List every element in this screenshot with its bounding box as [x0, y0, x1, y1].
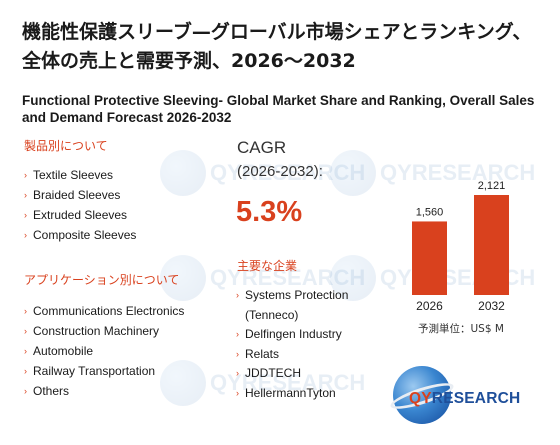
list-item: › Railway Transportation: [24, 361, 184, 381]
products-list: › Textile Sleeves › Braided Sleeves › Extru…: [24, 165, 136, 245]
list-item: › HellermannTyton: [236, 384, 376, 404]
cagr-value: 5.3%: [236, 196, 303, 228]
chevron-right-icon: ›: [236, 348, 239, 359]
chevron-right-icon: ›: [24, 326, 27, 336]
cagr-label: CAGR: [237, 138, 287, 157]
list-item: › Automobile: [24, 341, 184, 361]
globe-icon: [388, 366, 456, 424]
list-item: › Systems Protection (Tenneco): [236, 288, 349, 322]
globe-icon: [160, 150, 206, 196]
list-item: › Construction Machinery: [24, 321, 184, 341]
chevron-right-icon: ›: [24, 230, 27, 240]
bar-2032: [474, 195, 509, 295]
applications-list: › Communications Electronics › Constructio…: [24, 301, 184, 401]
chevron-right-icon: ›: [24, 210, 27, 220]
chevron-right-icon: ›: [24, 386, 27, 396]
chevron-right-icon: ›: [24, 346, 27, 356]
logo-wordmark: QYRESEARCH: [409, 390, 521, 407]
cagr-period: (2026-2032):: [237, 163, 323, 180]
list-item: › Communications Electronics: [24, 301, 184, 321]
page-title-japanese: 機能性保護スリーブ—グローバル市場シェアとランキング、全体の売上と需要予測、20…: [22, 21, 532, 72]
chevron-right-icon: ›: [236, 368, 239, 378]
chevron-right-icon: ›: [24, 366, 27, 376]
list-item: › Delfingen Industry: [236, 325, 376, 345]
x-tick-label: 2026: [416, 299, 443, 313]
bar-2026: [412, 221, 447, 295]
players-list: › Systems Protection (Tenneco) › Delfingen…: [236, 286, 376, 403]
x-tick-label: 2032: [478, 299, 505, 313]
bar-value-label: 1,560: [416, 206, 444, 218]
chevron-right-icon: ›: [24, 306, 27, 316]
chevron-right-icon: ›: [236, 329, 239, 339]
qyresearch-logo: QYRESEARCH: [388, 366, 543, 428]
unit-label: 予測単位：US$ M: [418, 323, 504, 335]
forecast-bar-chart: 1,560 2026 2,121 2032: [412, 180, 509, 313]
list-item: › Extruded Sleeves: [24, 205, 136, 225]
list-item: › Textile Sleeves: [24, 165, 136, 185]
chevron-right-icon: ›: [24, 170, 27, 180]
products-heading: 製品別について: [24, 139, 108, 153]
globe-icon: [330, 150, 376, 196]
list-item: › JDDTECH: [236, 364, 376, 384]
list-item: › Composite Sleeves: [24, 225, 136, 245]
list-item: › Relats: [236, 345, 376, 365]
list-item: › Others: [24, 381, 184, 401]
list-item: › Braided Sleeves: [24, 185, 136, 205]
players-heading: 主要な企業: [237, 259, 298, 273]
chevron-right-icon: ›: [236, 387, 239, 398]
chevron-right-icon: ›: [236, 290, 239, 300]
applications-heading: アプリケーション別について: [24, 273, 180, 287]
chevron-right-icon: ›: [24, 190, 27, 200]
bar-value-label: 2,121: [478, 180, 506, 192]
page-title-english: Functional Protective Sleeving- Global M…: [22, 93, 535, 125]
